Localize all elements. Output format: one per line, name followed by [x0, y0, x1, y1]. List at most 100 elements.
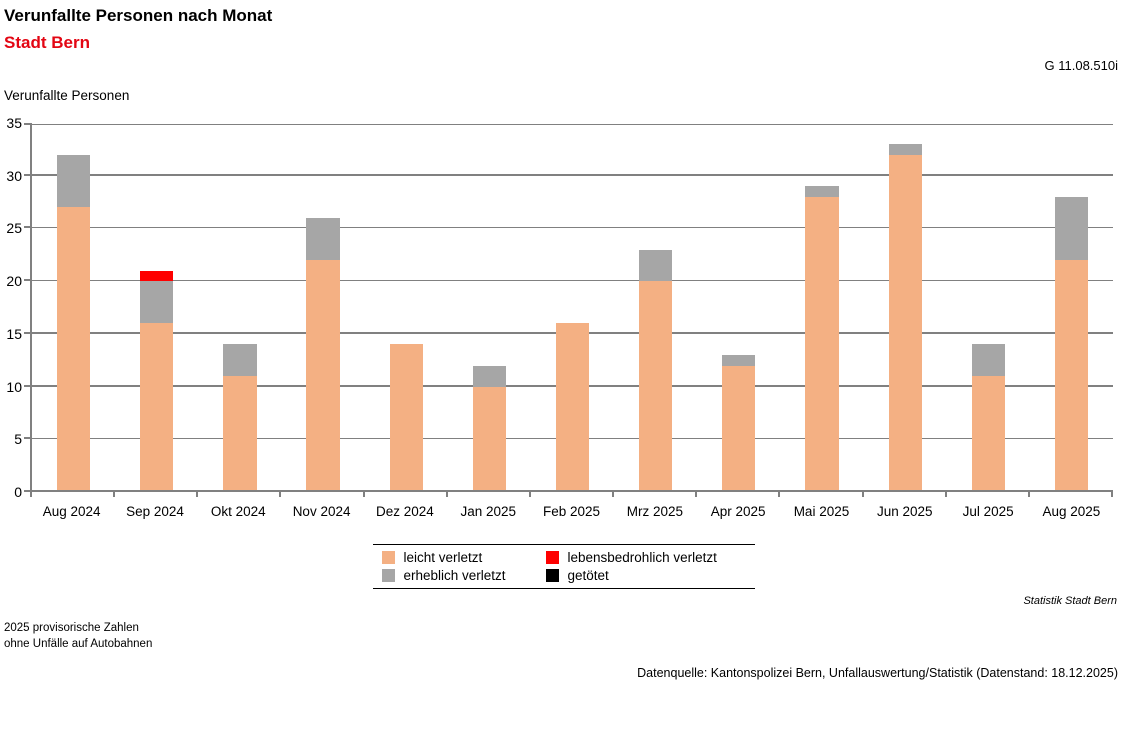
- bar-category: [864, 123, 947, 492]
- x-tick-label: Nov 2024: [292, 504, 351, 519]
- y-axis-tick: [24, 226, 32, 229]
- x-axis-tick-cell: [1030, 492, 1114, 497]
- stacked-bar: [888, 123, 922, 492]
- legend-item: leicht verletzt: [381, 550, 546, 565]
- stacked-bar: [805, 123, 839, 492]
- stacked-bar: [1054, 123, 1089, 492]
- legend-item: erheblich verletzt: [381, 568, 546, 583]
- x-axis-tick-cell: [115, 492, 199, 497]
- statistik-attribution: Statistik Stadt Bern: [1023, 595, 1117, 607]
- bar-segment: [1054, 260, 1089, 492]
- x-tick-label: Aug 2024: [42, 504, 101, 519]
- legend-swatch-icon: [381, 569, 395, 582]
- bar-segment: [389, 344, 423, 492]
- bar-segment: [140, 323, 174, 492]
- y-tick-label: 25: [6, 220, 22, 237]
- legend-swatch-icon: [545, 569, 559, 582]
- x-axis-ticks: [30, 492, 1114, 497]
- y-tick-label: 10: [6, 378, 22, 395]
- bar-segment: [223, 344, 257, 377]
- bar-category: [448, 123, 531, 492]
- x-tick-label: Mrz 2025: [626, 504, 683, 519]
- y-tick-label: 15: [6, 325, 22, 342]
- stacked-bar: [555, 123, 590, 492]
- stacked-bar: [223, 123, 257, 492]
- chart-title: Verunfallte Personen nach Monat: [4, 6, 273, 25]
- bar-category: [115, 123, 198, 492]
- legend-item: getötet: [545, 568, 746, 583]
- graph-id: G 11.08.510i: [1044, 58, 1118, 73]
- x-tick-label: Dez 2024: [376, 504, 434, 519]
- bar-category: [281, 123, 364, 492]
- y-axis-tick: [24, 331, 32, 334]
- x-tick-label: Mai 2025: [793, 504, 850, 519]
- bar-segment: [639, 281, 673, 492]
- legend-item: lebensbedrohlich verletzt: [545, 550, 746, 565]
- x-axis-tick-cell: [281, 492, 365, 497]
- stacked-bar: [971, 123, 1005, 492]
- gridline: [32, 490, 1113, 492]
- stacked-bar: [306, 123, 340, 492]
- y-axis-tick: [24, 490, 32, 492]
- plot-area: 0 5 10 15 20 25 30 35: [6, 116, 1113, 499]
- x-axis-tick-cell: [780, 492, 864, 497]
- bar-segment: [140, 281, 174, 324]
- datasource-note: Datenquelle: Kantonspolizei Bern, Unfall…: [637, 666, 1118, 680]
- bar-segment: [805, 186, 839, 197]
- bar-category: [365, 123, 448, 492]
- y-axis-tick: [24, 384, 32, 387]
- legend-swatch-icon: [381, 551, 395, 564]
- legend-label: erheblich verletzt: [403, 568, 506, 583]
- gridline: [32, 174, 1113, 176]
- x-axis-labels: Aug 2024 Sep 2024 Okt 2024 Nov 2024 Dez 2024…: [30, 504, 1113, 519]
- x-axis-tick-cell: [32, 492, 116, 497]
- stacked-bar: [472, 123, 506, 492]
- y-tick-label: 20: [6, 273, 22, 290]
- y-axis-tick: [24, 173, 32, 176]
- gridline: [32, 123, 1113, 125]
- x-tick-label: Jul 2025: [962, 504, 1014, 519]
- y-tick-label: 5: [14, 431, 22, 448]
- legend-label: leicht verletzt: [403, 550, 483, 565]
- y-axis-tick: [24, 279, 32, 282]
- x-axis-tick-cell: [198, 492, 282, 497]
- x-tick-label: Aug 2025: [1042, 504, 1101, 519]
- bar-category: [614, 123, 697, 492]
- y-tick-label: 0: [14, 484, 22, 500]
- stacked-bar: [56, 123, 91, 492]
- bar-segment: [722, 354, 756, 366]
- legend-label: lebensbedrohlich verletzt: [567, 550, 717, 565]
- bar-segment: [472, 386, 506, 492]
- bar-category: [32, 123, 115, 492]
- x-tick-label: Jun 2025: [877, 504, 933, 519]
- stacked-bar: [140, 123, 174, 492]
- footnote-autobahn: ohne Unfälle auf Autobahnen: [4, 638, 153, 650]
- bar-segment: [56, 207, 91, 492]
- legend-swatch-icon: [545, 551, 559, 564]
- y-axis-tick: [24, 123, 32, 125]
- footnote-provisional: 2025 provisorische Zahlen: [4, 622, 139, 634]
- bar-category: [947, 123, 1030, 492]
- bar-category: [198, 123, 281, 492]
- gridline: [32, 226, 1113, 229]
- chart-subtitle: Stadt Bern: [4, 33, 90, 52]
- y-tick-label: 35: [6, 115, 22, 131]
- bar-segment: [888, 154, 922, 492]
- bar-segment: [888, 144, 922, 155]
- bar-category: [780, 123, 863, 492]
- stacked-bar: [722, 123, 756, 492]
- bar-category: [531, 123, 614, 492]
- bar-segment: [722, 365, 756, 492]
- x-tick-label: Feb 2025: [543, 504, 601, 519]
- bar-segment: [223, 376, 257, 492]
- bar-chart: 0 5 10 15 20 25 30 35 Aug 2024 Sep 2024 Okt 2024 N…: [6, 116, 1114, 519]
- bar-segment: [805, 196, 839, 492]
- bar-category: [697, 123, 780, 492]
- x-tick-label: Jan 2025: [460, 504, 516, 519]
- bar-segment: [306, 260, 340, 492]
- gridline: [32, 279, 1113, 282]
- y-axis-title: Verunfallte Personen: [4, 88, 130, 103]
- bar-segment: [306, 217, 340, 261]
- bar-segment: [971, 376, 1005, 492]
